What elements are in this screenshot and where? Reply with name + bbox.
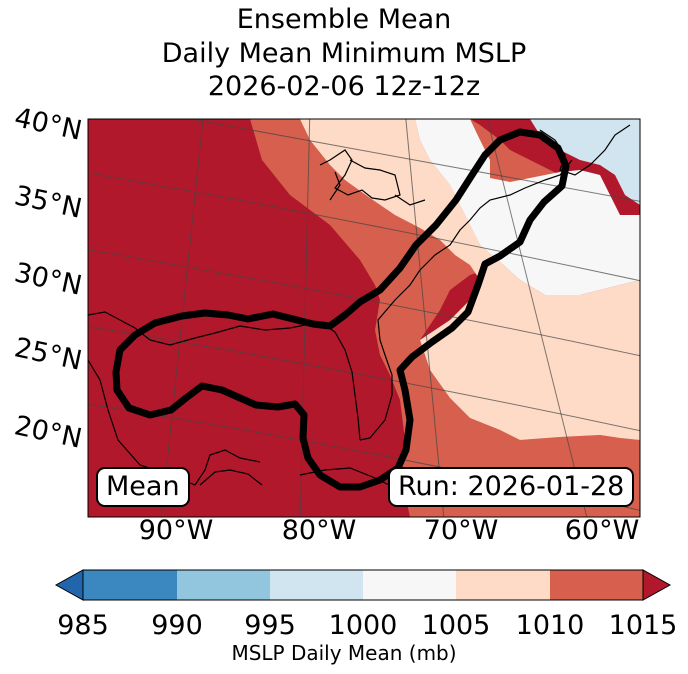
- colorbar-bin-1005-1010: [456, 570, 550, 600]
- mslp-minimum-contour: [112, 128, 570, 491]
- yucatan-coastline: [199, 469, 263, 486]
- title-line-2: Daily Mean Minimum MSLP: [161, 38, 527, 69]
- colorbar-tick-995: 995: [244, 610, 296, 641]
- colorbar-bin-985-990: [83, 570, 177, 600]
- colorbar-bin-1010-1015: [550, 570, 643, 600]
- run-date-box: Run: 2026-01-28: [388, 467, 635, 507]
- meridian-60w: [486, 119, 588, 517]
- colorbar-tick-985: 985: [57, 610, 109, 641]
- mean-label-box: Mean: [96, 467, 190, 507]
- florida-coastline: [359, 339, 393, 441]
- colorbar-bin-990-995: [177, 570, 270, 600]
- mslp-fill-1000: [415, 119, 640, 295]
- map-border: [87, 118, 641, 518]
- parallel-40n: [188, 119, 640, 202]
- colorbar-bin-995-1000: [270, 570, 363, 600]
- colorbar: [54, 569, 672, 601]
- east-coastline: [377, 159, 573, 341]
- colorbar-tick-990: 990: [151, 610, 203, 641]
- mslp-fill-1005: [300, 119, 640, 440]
- great-lakes: [319, 149, 426, 206]
- lon-label-80w: 80°W: [281, 515, 357, 546]
- colorbar-bin-1000-1005: [363, 570, 456, 600]
- gulf-coastline: [88, 311, 361, 441]
- lon-label-90w: 90°W: [138, 515, 214, 546]
- parallel-35n: [88, 172, 640, 282]
- colorbar-tick-1010: 1010: [515, 610, 585, 641]
- meridian-70w: [405, 119, 445, 517]
- title-line-3: 2026-02-06 12z-12z: [207, 71, 481, 102]
- colorbar-high-extend: [642, 569, 672, 601]
- title-line-1: Ensemble Mean: [236, 4, 452, 35]
- mslp-fill-995: [530, 119, 640, 205]
- lon-label-70w: 70°W: [423, 515, 499, 546]
- lon-label-60w: 60°W: [564, 515, 640, 546]
- meridian-80w: [299, 119, 311, 517]
- colorbar-label: MSLP Daily Mean (mb): [231, 641, 457, 665]
- colorbar-low-extend: [54, 569, 84, 601]
- colorbar-tick-1000: 1000: [328, 610, 398, 641]
- colorbar-tick-1015: 1015: [608, 610, 678, 641]
- colorbar-tick-1005: 1005: [421, 610, 491, 641]
